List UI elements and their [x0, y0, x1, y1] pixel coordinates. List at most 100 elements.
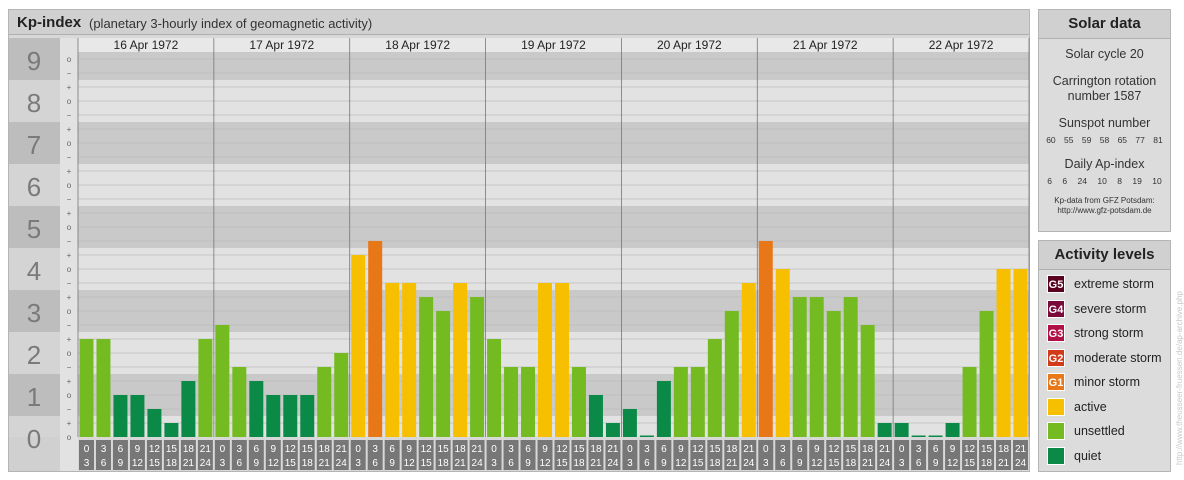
interval-start-label: 12: [149, 444, 161, 455]
interval-start-label: 18: [590, 444, 602, 455]
carrington-line-1: Carrington rotation: [1052, 74, 1157, 88]
interval-end-label: 3: [491, 458, 497, 469]
interval-start-label: 3: [372, 444, 378, 455]
interval-cell: [163, 440, 179, 470]
interval-cell: [537, 440, 553, 470]
day-label: 20 Apr 1972: [657, 38, 722, 52]
interval-cell: [809, 440, 825, 470]
kp-bar: [504, 366, 519, 437]
interval-start-label: 15: [981, 444, 993, 455]
interval-start-label: 15: [709, 444, 721, 455]
legend-item: G2 moderate storm: [1047, 348, 1162, 368]
kp-bar: [894, 423, 909, 437]
y-subtick-label: +: [67, 419, 72, 428]
interval-cell: [588, 440, 604, 470]
interval-cell: [520, 440, 536, 470]
y-label-band: [9, 80, 60, 122]
sunspot-value: 55: [1064, 135, 1074, 145]
legend-item: unsettled: [1047, 421, 1125, 441]
legend-item: G5 extreme storm: [1047, 274, 1154, 294]
legend-item: G1 minor storm: [1047, 372, 1140, 392]
interval-cell: [826, 440, 842, 470]
ap-value: 8: [1117, 176, 1122, 186]
day-header-strip: [78, 38, 1029, 52]
kp-bar: [605, 423, 620, 437]
interval-start-label: 21: [472, 444, 484, 455]
interval-end-label: 6: [237, 458, 243, 469]
sunspot-value: 65: [1117, 135, 1128, 145]
interval-start-label: 12: [964, 444, 976, 455]
interval-start-label: 12: [285, 444, 297, 455]
kp-bar: [741, 282, 756, 437]
kp-bar: [113, 395, 128, 437]
interval-end-label: 15: [421, 458, 433, 469]
interval-cell: [622, 440, 638, 470]
y-subtick-label: −: [67, 237, 72, 246]
interval-end-label: 15: [149, 458, 161, 469]
legend-swatch: G5: [1047, 275, 1065, 293]
solar-cycle: Solar cycle 20: [1065, 47, 1144, 61]
interval-cell: [197, 440, 213, 470]
kp-bar: [639, 435, 654, 437]
interval-cell: [282, 440, 298, 470]
interval-cell: [979, 440, 995, 470]
kp-bar: [487, 339, 502, 437]
kp-bar: [588, 395, 603, 437]
y-subtick-label: o: [67, 181, 72, 190]
y-subtick-label: o: [67, 433, 72, 442]
credit-line-1: Kp-data from GFZ Potsdam:: [1054, 196, 1155, 205]
interval-end-label: 12: [811, 458, 823, 469]
interval-cell: [316, 440, 332, 470]
kp-bar: [147, 408, 162, 437]
y-tick-label: 4: [27, 256, 41, 286]
day-label: 22 Apr 1972: [929, 38, 994, 52]
interval-end-label: 15: [828, 458, 840, 469]
y-label-band: [9, 332, 60, 374]
interval-end-label: 6: [372, 458, 378, 469]
interval-start-label: 6: [525, 444, 531, 455]
ap-value: 19: [1132, 176, 1142, 186]
interval-start-label: 0: [763, 444, 769, 455]
chart-title: Kp-index: [17, 14, 82, 31]
kp-bar: [317, 366, 332, 437]
interval-start-label: 0: [84, 444, 90, 455]
day-label: 18 Apr 1972: [385, 38, 450, 52]
interval-cell: [146, 440, 162, 470]
kp-bar: [538, 282, 552, 437]
interval-end-label: 3: [220, 458, 226, 469]
sub-tick-column: [60, 38, 78, 471]
kp-bar: [419, 297, 434, 437]
kp-bar: [436, 311, 451, 437]
interval-end-label: 18: [573, 458, 585, 469]
kp-bar: [79, 339, 94, 437]
interval-start-label: 0: [627, 444, 633, 455]
interval-start-label: 6: [933, 444, 939, 455]
credit-link[interactable]: http://www.gfz-potsdam.de: [1057, 206, 1152, 215]
interval-end-label: 9: [389, 458, 395, 469]
interval-start-label: 3: [508, 444, 514, 455]
interval-start-label: 9: [135, 444, 141, 455]
interval-start-label: 6: [797, 444, 803, 455]
kp-bar: [470, 297, 485, 437]
interval-end-label: 24: [200, 458, 212, 469]
interval-start-label: 21: [1015, 444, 1027, 455]
kp-bar: [860, 324, 875, 437]
interval-end-label: 24: [1015, 458, 1027, 469]
kp-bar: [1013, 269, 1028, 437]
interval-start-label: 18: [319, 444, 331, 455]
interval-start-label: 12: [828, 444, 840, 455]
interval-start-label: 0: [355, 444, 361, 455]
interval-cell: [911, 440, 927, 470]
interval-start-label: 21: [336, 444, 348, 455]
interval-cell: [95, 440, 111, 470]
ap-value: 10: [1097, 176, 1107, 186]
interval-cell: [673, 440, 689, 470]
legend-item: active: [1047, 397, 1107, 417]
y-tick-label: 5: [27, 214, 41, 244]
interval-cell: [435, 440, 451, 470]
interval-cell: [214, 440, 230, 470]
day-label: 21 Apr 1972: [793, 38, 858, 52]
interval-start-label: 15: [845, 444, 857, 455]
kp-bar: [724, 311, 739, 437]
